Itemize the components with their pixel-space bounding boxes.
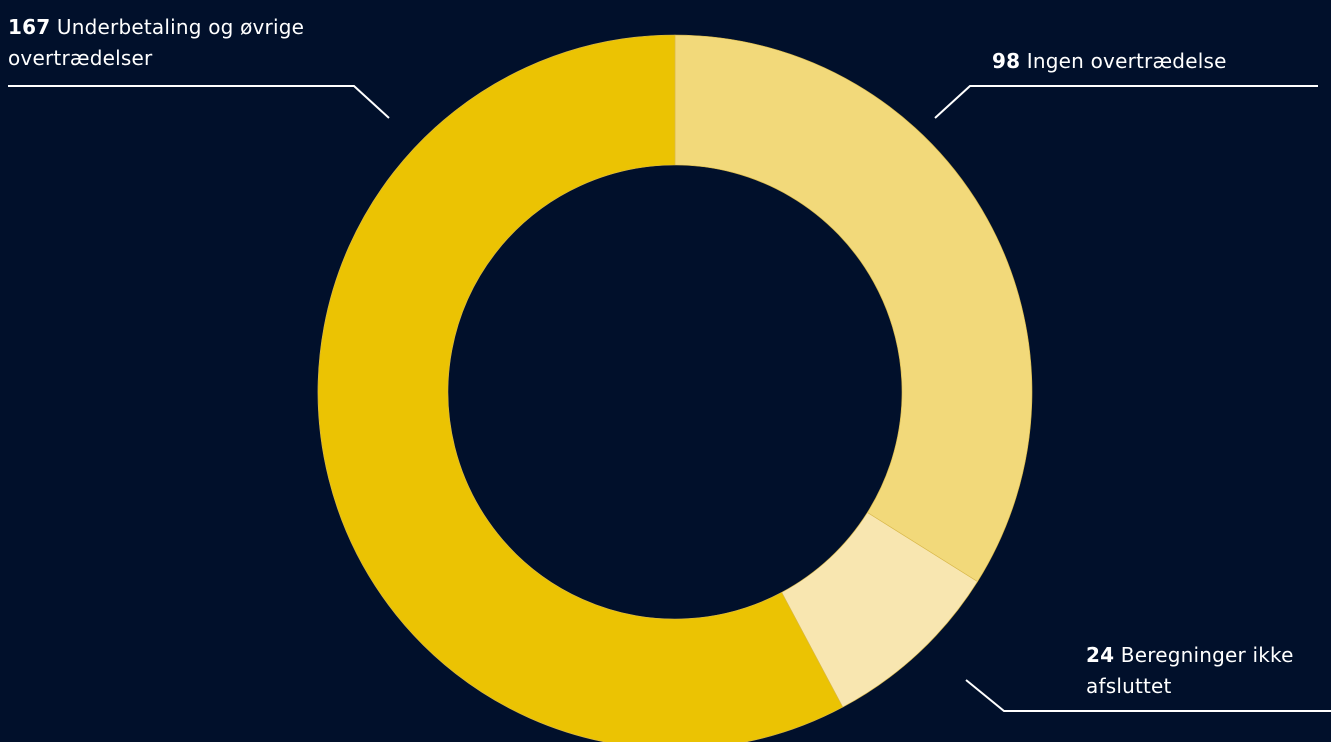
- slice-label-ingen: 98 Ingen overtrædelse: [992, 46, 1227, 77]
- slice-name-beregninger-line2: afsluttet: [1086, 674, 1172, 698]
- slice-label-underbetaling-line1: 167 Underbetaling og øvrige: [8, 12, 304, 43]
- slice-value-ingen: 98: [992, 49, 1021, 73]
- donut-slice-1: [674, 34, 1033, 582]
- slice-label-beregninger: 24 Beregninger ikke afsluttet: [1086, 640, 1294, 702]
- leader-line-ingen: [934, 85, 1318, 119]
- slice-name-ingen: Ingen overtrædelse: [1026, 49, 1227, 73]
- leader-lines: [8, 85, 1331, 712]
- slice-name-underbetaling-line2: overtrædelser: [8, 46, 153, 70]
- slice-value-beregninger: 24: [1086, 643, 1115, 667]
- donut-slices: [317, 34, 1033, 742]
- slice-name-underbetaling: Underbetaling og øvrige: [56, 15, 305, 39]
- slice-value-underbetaling: 167: [8, 15, 51, 39]
- slice-label-underbetaling: 167 Underbetaling og øvrige overtrædelse…: [8, 12, 304, 74]
- slice-name-beregninger: Beregninger ikke: [1120, 643, 1294, 667]
- leader-line-beregninger: [965, 679, 1331, 712]
- donut-slice-3: [317, 34, 844, 742]
- leader-line-underbetaling: [8, 85, 390, 119]
